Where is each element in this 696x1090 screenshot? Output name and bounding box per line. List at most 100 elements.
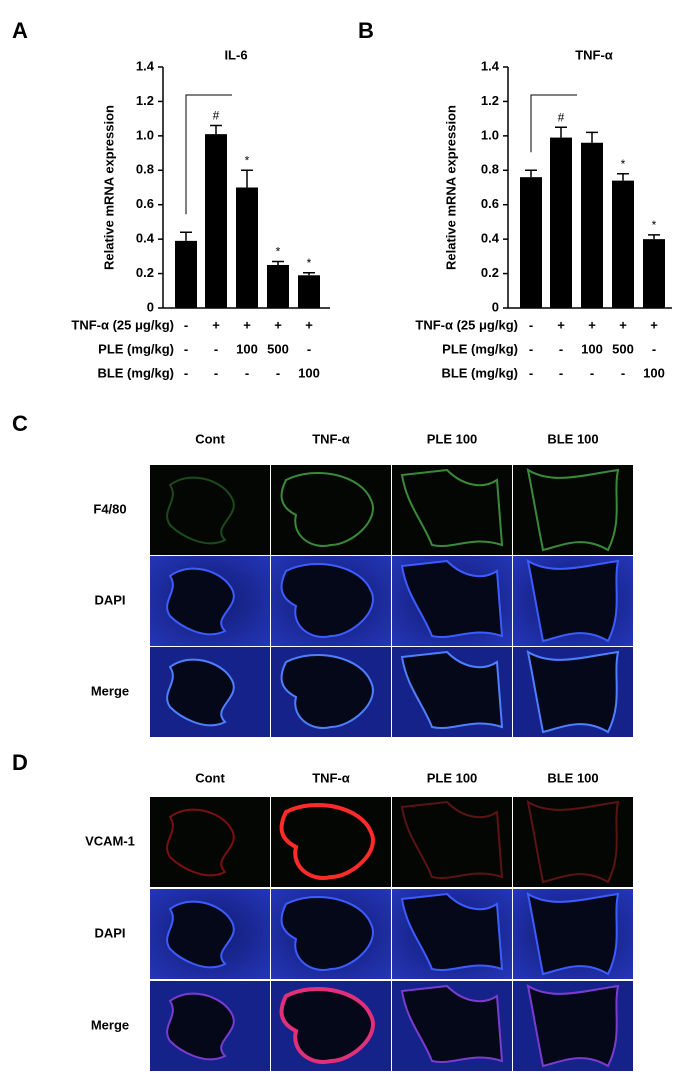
treatment-cell: - (184, 317, 188, 332)
treatment-cell: - (307, 341, 311, 356)
significance-mark: # (213, 109, 220, 123)
y-tick-label: 0.4 (481, 231, 500, 246)
bar (581, 142, 603, 308)
tissue-outline (166, 658, 235, 727)
error-bar (648, 234, 660, 240)
significance-mark: * (307, 256, 312, 270)
treatment-cell: + (212, 317, 220, 332)
treatment-cell: - (621, 365, 625, 380)
y-tick-label: 1.2 (136, 93, 154, 108)
treatment-cell: 100 (643, 365, 665, 380)
tissue-outline (280, 654, 374, 729)
tissue-outline (400, 650, 504, 729)
tissue-outline (279, 987, 375, 1064)
y-tick-label: 0.2 (481, 265, 499, 280)
y-tick-label: 0.2 (136, 265, 154, 280)
treatment-cell: - (529, 365, 533, 380)
y-tick-label: 1.4 (481, 58, 500, 73)
y-tick-label: 1.0 (136, 127, 154, 142)
micrograph (513, 465, 633, 555)
bar (175, 240, 197, 308)
bar (550, 137, 572, 308)
bar (267, 264, 289, 308)
column-header: Cont (195, 770, 225, 785)
chart-title: IL-6 (224, 47, 247, 62)
column-header: Cont (195, 431, 225, 446)
treatment-cell: + (557, 317, 565, 332)
micrograph (513, 797, 633, 887)
significance-mark: * (276, 245, 281, 259)
y-tick-label: 0.8 (136, 162, 154, 177)
treatment-cell: - (214, 365, 218, 380)
tissue-outline (400, 559, 504, 638)
tissue-outline (280, 472, 374, 547)
treatment-cell: - (529, 341, 533, 356)
treatment-label: TNF-α (25 μg/kg) (415, 317, 518, 332)
error-bar (303, 271, 315, 276)
tissue-outline (280, 563, 374, 638)
treatment-cell: - (184, 341, 188, 356)
tissue-outline (400, 800, 504, 879)
comparison-bracket (530, 94, 577, 153)
y-tick-label: 0.4 (136, 231, 155, 246)
y-tick-label: 0 (492, 299, 499, 314)
significance-mark: * (621, 157, 626, 171)
column-header: BLE 100 (547, 431, 598, 446)
tissue-outline (400, 892, 504, 971)
error-bar (210, 124, 222, 135)
treatment-label: BLE (mg/kg) (441, 365, 518, 380)
significance-mark: * (245, 153, 250, 167)
significance-mark: # (558, 110, 565, 124)
treatment-cell: 500 (267, 341, 289, 356)
tissue-outline (526, 558, 620, 643)
error-bar (617, 172, 629, 181)
bar (612, 180, 634, 308)
y-tick-label: 0.6 (136, 196, 154, 211)
tissue-outline (526, 891, 620, 976)
column-header: PLE 100 (427, 431, 478, 446)
treatment-cell: 100 (581, 341, 603, 356)
y-tick-label: 0.8 (481, 162, 499, 177)
treatment-label: PLE (mg/kg) (442, 341, 518, 356)
column-header: PLE 100 (427, 770, 478, 785)
chart-title: TNF-α (575, 47, 613, 62)
treatment-cell: 100 (298, 365, 320, 380)
treatment-cell: 100 (236, 341, 258, 356)
row-label: DAPI (94, 592, 125, 607)
column-header: TNF-α (312, 431, 350, 446)
row-label: DAPI (94, 925, 125, 940)
error-bar (525, 169, 537, 178)
treatment-label: PLE (mg/kg) (98, 341, 174, 356)
error-bar (180, 231, 192, 241)
treatment-cell: - (184, 365, 188, 380)
treatment-cell: - (214, 341, 218, 356)
treatment-label: BLE (mg/kg) (97, 365, 174, 380)
tissue-outline (166, 808, 235, 877)
tissue-outline (400, 468, 504, 547)
tissue-outline (166, 992, 235, 1061)
bar (643, 239, 665, 308)
error-bar (241, 169, 253, 188)
treatment-cell: - (529, 317, 533, 332)
treatment-cell: - (590, 365, 594, 380)
treatment-cell: - (245, 365, 249, 380)
tissue-outline (166, 476, 235, 545)
micrograph (271, 465, 391, 555)
error-bar (272, 260, 284, 265)
panel-label: A (12, 18, 28, 43)
y-axis-title: Relative mRNA expression (443, 105, 458, 270)
row-label: F4/80 (93, 501, 126, 516)
y-axis-title: Relative mRNA expression (101, 105, 116, 270)
panel-label: C (12, 411, 28, 436)
treatment-cell: - (276, 365, 280, 380)
column-header: TNF-α (312, 770, 350, 785)
y-tick-label: 1.0 (481, 127, 499, 142)
treatment-cell: + (274, 317, 282, 332)
treatment-label: TNF-α (25 μg/kg) (71, 317, 174, 332)
error-bar (555, 126, 567, 138)
tissue-outline (526, 799, 620, 884)
tissue-outline (526, 649, 620, 734)
treatment-cell: 500 (612, 341, 634, 356)
column-header: BLE 100 (547, 770, 598, 785)
bar (236, 187, 258, 308)
